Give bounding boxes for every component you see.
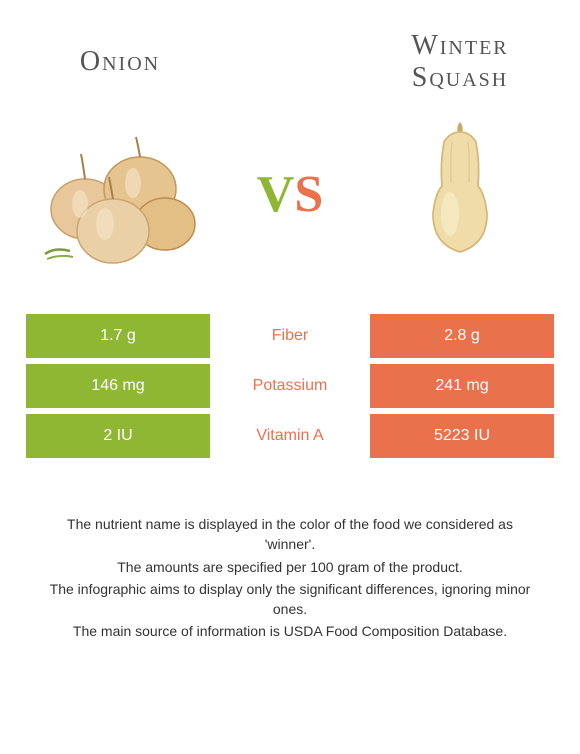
footer-line: The main source of information is USDA F…: [40, 621, 540, 641]
nutrient-row: 146 mgPotassium241 mg: [26, 364, 554, 408]
nutrient-label: Vitamin A: [210, 414, 370, 458]
images-row: VS: [0, 104, 580, 304]
header-row: Onion Winter Squash: [0, 0, 580, 104]
food-image-right: [360, 114, 560, 274]
vs-v: V: [257, 166, 295, 223]
footer-line: The infographic aims to display only the…: [40, 579, 540, 620]
nutrient-right-value: 5223 IU: [370, 414, 554, 458]
footer-line: The amounts are specified per 100 gram o…: [40, 557, 540, 577]
nutrient-label: Potassium: [210, 364, 370, 408]
nutrient-row: 1.7 gFiber2.8 g: [26, 314, 554, 358]
nutrient-row: 2 IUVitamin A5223 IU: [26, 414, 554, 458]
food-title-left: Onion: [20, 46, 220, 78]
footer-text: The nutrient name is displayed in the co…: [0, 484, 580, 664]
food-image-left: [20, 114, 220, 274]
footer-line: The nutrient name is displayed in the co…: [40, 514, 540, 555]
nutrient-left-value: 2 IU: [26, 414, 210, 458]
nutrient-left-value: 146 mg: [26, 364, 210, 408]
vs-s: S: [294, 166, 323, 223]
nutrient-table: 1.7 gFiber2.8 g 146 mgPotassium241 mg 2 IU…: [0, 304, 580, 484]
nutrient-right-value: 2.8 g: [370, 314, 554, 358]
nutrient-left-value: 1.7 g: [26, 314, 210, 358]
nutrient-right-value: 241 mg: [370, 364, 554, 408]
food-title-right: Winter Squash: [360, 30, 560, 94]
nutrient-label: Fiber: [210, 314, 370, 358]
vs-label: VS: [220, 165, 360, 224]
